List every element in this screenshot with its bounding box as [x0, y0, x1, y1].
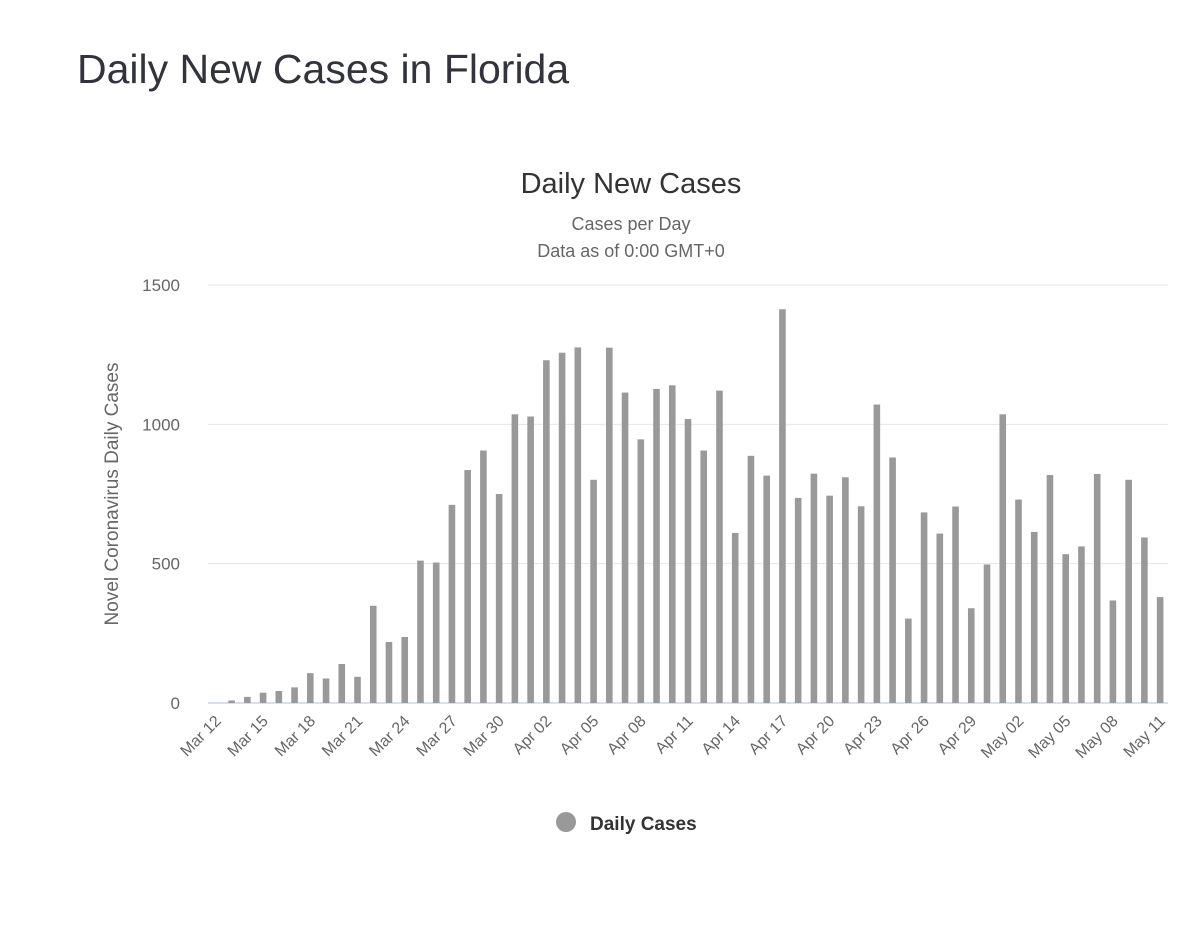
bar[interactable] [511, 414, 519, 703]
bar[interactable] [480, 450, 487, 703]
x-tick-label: May 02 [978, 713, 1027, 762]
bar[interactable] [873, 404, 881, 703]
x-tick-label: Apr 17 [746, 713, 791, 758]
bar[interactable] [763, 475, 770, 703]
bar[interactable] [606, 347, 613, 703]
bar[interactable] [731, 533, 739, 703]
x-tick-label: Mar 27 [413, 713, 460, 760]
bar[interactable] [558, 352, 566, 703]
bar[interactable] [889, 457, 896, 703]
bar[interactable] [684, 419, 692, 703]
bar[interactable] [401, 636, 409, 703]
bar[interactable] [826, 495, 833, 703]
bar[interactable] [574, 347, 582, 703]
bar[interactable] [527, 416, 534, 703]
chart-subtitle: Cases per Day [571, 214, 690, 234]
bar[interactable] [1141, 537, 1148, 703]
y-tick-label: 0 [171, 694, 180, 713]
x-tick-label: Mar 18 [272, 713, 319, 760]
y-tick-label: 500 [152, 555, 180, 574]
bar[interactable] [590, 479, 597, 703]
x-tick-label: Mar 15 [225, 713, 272, 760]
y-axis-ticks: 0 500 1000 1500 [142, 276, 180, 713]
bar[interactable] [448, 504, 456, 703]
bar[interactable] [1062, 554, 1070, 703]
x-tick-label: Apr 02 [510, 713, 555, 758]
x-axis-ticks: Mar 12 Mar 15 Mar 18 Mar 21 Mar 24 Mar 27 Mar … [177, 713, 1169, 762]
bar[interactable] [244, 696, 251, 703]
x-tick-label: Apr 29 [935, 713, 980, 758]
bar[interactable] [417, 560, 424, 703]
bar[interactable] [228, 700, 235, 703]
bar[interactable] [338, 663, 346, 703]
bar[interactable] [369, 605, 377, 703]
bar[interactable] [999, 414, 1007, 703]
bars [228, 309, 1164, 704]
bar[interactable] [920, 512, 928, 703]
bar[interactable] [1156, 597, 1164, 703]
x-tick-label: Mar 30 [461, 713, 508, 760]
bar[interactable] [432, 562, 440, 703]
bar[interactable] [967, 608, 975, 703]
bar[interactable] [747, 455, 755, 703]
bar[interactable] [1093, 473, 1101, 703]
bar[interactable] [1125, 479, 1132, 703]
bar[interactable] [668, 385, 676, 703]
x-tick-label: Apr 26 [888, 713, 933, 758]
bar[interactable] [779, 309, 786, 703]
bar[interactable] [543, 360, 550, 703]
bar[interactable] [1015, 499, 1022, 703]
x-tick-label: Apr 08 [604, 713, 649, 758]
x-tick-label: Apr 20 [793, 713, 838, 758]
bar[interactable] [354, 676, 361, 703]
bar[interactable] [259, 692, 267, 703]
bar[interactable] [495, 494, 503, 703]
x-tick-label: May 11 [1121, 713, 1169, 761]
bar[interactable] [1046, 475, 1054, 703]
x-tick-label: Apr 14 [699, 713, 744, 758]
bar[interactable] [1030, 531, 1038, 703]
bar[interactable] [952, 506, 959, 703]
legend-marker [556, 812, 576, 832]
x-tick-label: Apr 23 [840, 713, 885, 758]
bar[interactable] [983, 564, 991, 704]
bar[interactable] [700, 450, 708, 703]
bar[interactable] [322, 678, 330, 703]
bar[interactable] [306, 673, 314, 703]
legend-label-daily-cases[interactable]: Daily Cases [590, 814, 697, 835]
y-tick-label: 1000 [142, 415, 180, 434]
chart-title: Daily New Cases [521, 168, 742, 200]
x-tick-label: Mar 12 [177, 713, 224, 760]
page-title: Daily New Cases in Florida [77, 46, 570, 92]
x-tick-label: Mar 24 [366, 713, 413, 760]
bar[interactable] [936, 533, 944, 703]
bar[interactable] [842, 477, 849, 703]
bar[interactable] [275, 691, 283, 703]
x-tick-label: May 05 [1025, 713, 1074, 762]
bar[interactable] [621, 392, 629, 703]
bar[interactable] [905, 618, 912, 703]
bar[interactable] [716, 390, 723, 703]
x-tick-label: Apr 05 [557, 713, 602, 758]
x-tick-label: Apr 11 [652, 713, 697, 758]
y-tick-label: 1500 [142, 276, 180, 295]
y-axis-title: Novel Coronavirus Daily Cases [102, 363, 123, 626]
bar[interactable] [857, 506, 865, 703]
bar[interactable] [464, 470, 471, 703]
bar[interactable] [291, 687, 298, 703]
x-tick-label: Mar 21 [319, 713, 366, 760]
bar[interactable] [1109, 600, 1117, 703]
bar[interactable] [385, 641, 393, 703]
bar[interactable] [810, 473, 818, 703]
chart-subtitle-date: Data as of 0:00 GMT+0 [537, 241, 725, 261]
x-tick-label: May 08 [1073, 713, 1122, 762]
legend[interactable]: Daily Cases [556, 812, 697, 835]
bar[interactable] [794, 497, 802, 703]
bar[interactable] [637, 439, 645, 703]
bar[interactable] [653, 388, 660, 703]
bar[interactable] [1078, 546, 1085, 703]
